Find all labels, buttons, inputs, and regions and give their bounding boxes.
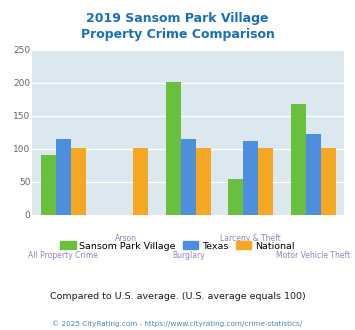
Legend: Sansom Park Village, Texas, National: Sansom Park Village, Texas, National (57, 238, 298, 254)
Text: © 2025 CityRating.com - https://www.cityrating.com/crime-statistics/: © 2025 CityRating.com - https://www.city… (53, 320, 302, 327)
Bar (133, 148, 148, 214)
Bar (56, 139, 71, 214)
Text: Arson: Arson (115, 234, 137, 243)
Bar (243, 141, 258, 214)
Bar (71, 148, 86, 214)
Bar (196, 148, 211, 214)
Bar (41, 155, 56, 214)
Bar (181, 139, 196, 214)
Text: Motor Vehicle Theft: Motor Vehicle Theft (276, 251, 350, 260)
Bar (306, 134, 321, 214)
Text: All Property Crime: All Property Crime (28, 251, 98, 260)
Text: Burglary: Burglary (172, 251, 204, 260)
Text: Compared to U.S. average. (U.S. average equals 100): Compared to U.S. average. (U.S. average … (50, 292, 305, 301)
Text: Larceny & Theft: Larceny & Theft (220, 234, 281, 243)
Text: 2019 Sansom Park Village
Property Crime Comparison: 2019 Sansom Park Village Property Crime … (81, 12, 274, 41)
Bar (258, 148, 273, 214)
Bar (291, 104, 306, 214)
Bar (166, 82, 181, 214)
Bar (228, 179, 243, 214)
Bar (321, 148, 335, 214)
